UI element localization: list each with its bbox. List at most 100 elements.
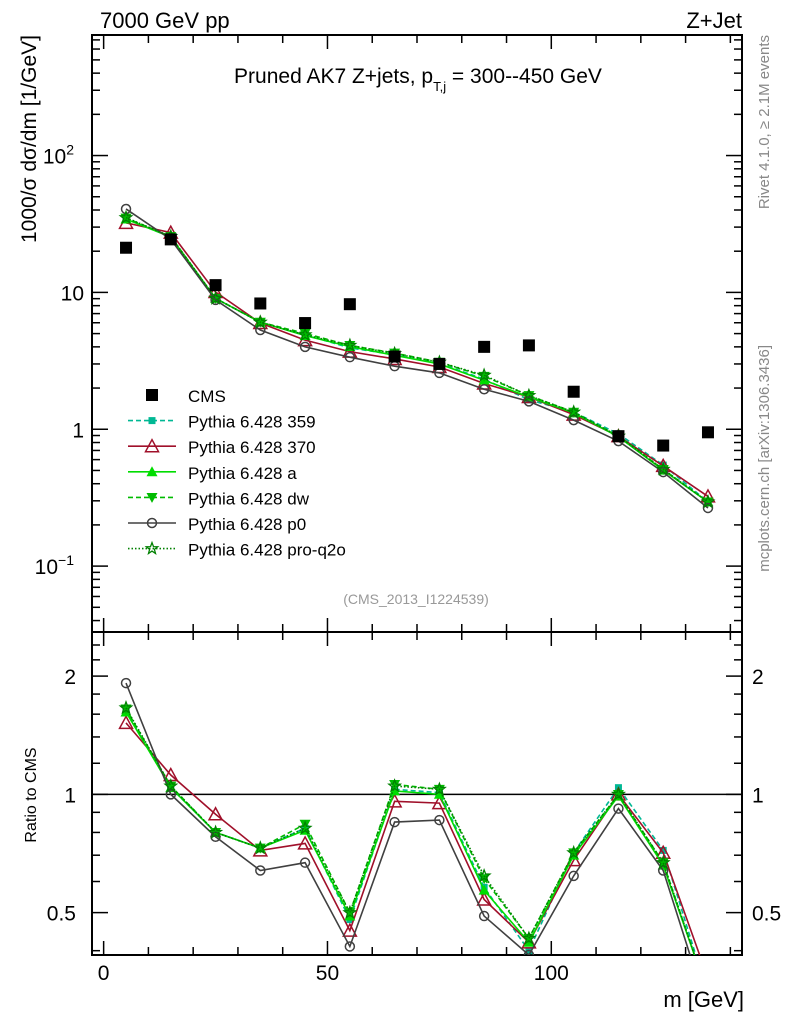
series-p0-ratio-point (523, 949, 535, 955)
x-axis-label: m [GeV] (663, 987, 744, 1012)
series-dw-ratio-point (299, 819, 311, 830)
rivet-label: Rivet 4.1.0, ≥ 2.1M events (756, 35, 773, 209)
series-pro-q2o-point (700, 493, 716, 509)
cms-data-point (522, 339, 535, 352)
ratio-series-group (118, 677, 714, 984)
series-pro-q2o-ratio-point (655, 854, 671, 869)
ratio-tick-label-right: 0.5 (752, 903, 781, 926)
header-right: Z+Jet (686, 8, 742, 33)
cms-data-point (388, 350, 401, 363)
series-a-ratio-point (478, 884, 490, 895)
series-p0-ratio-point (344, 941, 356, 952)
title-main: Pruned AK7 Z+jets, p (234, 65, 433, 88)
legend-marker (146, 493, 158, 503)
series-p0-point (568, 414, 579, 426)
series-p0-point (478, 384, 490, 395)
legend-marker (144, 438, 160, 453)
series-pro-q2o-point (655, 461, 671, 476)
ratio-tick-label-left: 2 (64, 666, 76, 689)
analysis-label: (CMS_2013_I1224539) (343, 591, 489, 607)
cms-data-point (209, 279, 222, 292)
series-pro-q2o-point (118, 209, 134, 225)
legend-label: Pythia 6.428 dw (188, 489, 310, 508)
cms-data-point (612, 430, 625, 443)
series-p0-point (344, 351, 356, 363)
series-pro-q2o-ratio-point (252, 840, 268, 855)
series-359-ratio-line (125, 710, 697, 955)
series-pro-q2o-ratio-point (207, 824, 224, 839)
series-p0-point (255, 324, 266, 336)
cms-data-point (657, 439, 670, 452)
cms-data-point (164, 233, 177, 246)
ratio-tick-label-right: 1 (752, 784, 764, 807)
series-p0-line (125, 208, 709, 509)
title-tail: = 300--450 GeV (446, 65, 602, 88)
series-pro-q2o-ratio-point (431, 781, 447, 796)
legend-label: Pythia 6.428 pro-q2o (188, 541, 346, 560)
y-axis-label: 1000/σ dσ/dm [1/GeV] (18, 35, 41, 243)
ratio-tick-label-right: 2 (752, 666, 764, 689)
series-p0-ratio-point (478, 910, 490, 922)
series-pro-q2o-ratio-point (476, 867, 492, 883)
legend-label: CMS (188, 387, 226, 406)
series-p0-point (657, 466, 669, 478)
cms-data-point (299, 317, 312, 330)
cms-data-point (433, 357, 446, 370)
y-tick-label: 10−1 (35, 552, 75, 579)
series-pro-q2o-ratio-point (118, 699, 134, 715)
series-pro-q2o-point (342, 337, 358, 352)
series-p0-ratio-point (255, 865, 266, 876)
series-dw-point (299, 329, 311, 339)
series-pro-q2o-ratio-point (610, 786, 627, 801)
cms-data-point (343, 298, 356, 311)
ratio-tick-label-left: 0.5 (47, 903, 76, 926)
legend-marker (146, 466, 158, 477)
series-a-line (125, 218, 709, 503)
series-359-ratio-point (659, 846, 667, 854)
series-pro-q2o-point (297, 327, 313, 342)
series-370-ratio-point (118, 714, 134, 730)
ratio-panel (118, 677, 714, 984)
series-pro-q2o-ratio-point (387, 778, 403, 793)
series-pro-q2o-point (521, 387, 537, 402)
series-pro-q2o-ratio-line (125, 707, 696, 955)
mcplots-label: mcplots.cern.ch [arXiv:1306.3436] (756, 345, 773, 572)
main-panel (118, 203, 716, 514)
series-pro-q2o-point (566, 404, 582, 419)
series-370-ratio-point (701, 972, 714, 984)
ratio-tick-label-left: 1 (64, 784, 76, 807)
series-pro-q2o-ratio-point (163, 778, 179, 793)
cms-data-point (701, 426, 714, 439)
series-p0-point (523, 396, 535, 407)
y-tick-label: 10 (61, 282, 84, 305)
series-p0-point (299, 341, 311, 353)
series-p0-ratio-point (613, 803, 624, 814)
header-left: 7000 GeV pp (100, 8, 230, 33)
ratio-y-axis-label: Ratio to CMS (23, 747, 40, 842)
chart-title: Pruned AK7 Z+jets, pT,j = 300--450 GeV (234, 65, 602, 94)
series-p0-ratio-point (434, 814, 445, 826)
series-p0-ratio-point (165, 789, 177, 800)
series-370-ratio-point (476, 891, 492, 906)
series-pro-q2o-ratio-point (521, 930, 537, 945)
legend-label: Pythia 6.428 370 (188, 438, 316, 457)
legend-label: Pythia 6.428 p0 (188, 515, 306, 534)
y-tick-exponent: 2 (66, 142, 74, 158)
ratio-frame (91, 631, 743, 956)
cms-data-point (478, 340, 491, 353)
x-tick-label: 100 (534, 962, 569, 985)
series-p0-ratio-point (389, 816, 400, 828)
series-p0-ratio-point (299, 857, 311, 868)
legend-marker (148, 417, 156, 425)
series-p0-ratio-line (125, 682, 691, 955)
y-tick-exponent: −1 (58, 552, 74, 568)
x-tick-label: 50 (316, 962, 339, 985)
series-370-ratio-line (125, 722, 701, 955)
legend-label: Pythia 6.428 a (188, 464, 297, 483)
series-pro-q2o-line (125, 216, 709, 503)
series-370-ratio-point (297, 835, 313, 850)
legend-label: Pythia 6.428 359 (188, 413, 316, 432)
series-pro-q2o-point (476, 367, 492, 382)
series-p0-ratio-point (568, 870, 579, 882)
